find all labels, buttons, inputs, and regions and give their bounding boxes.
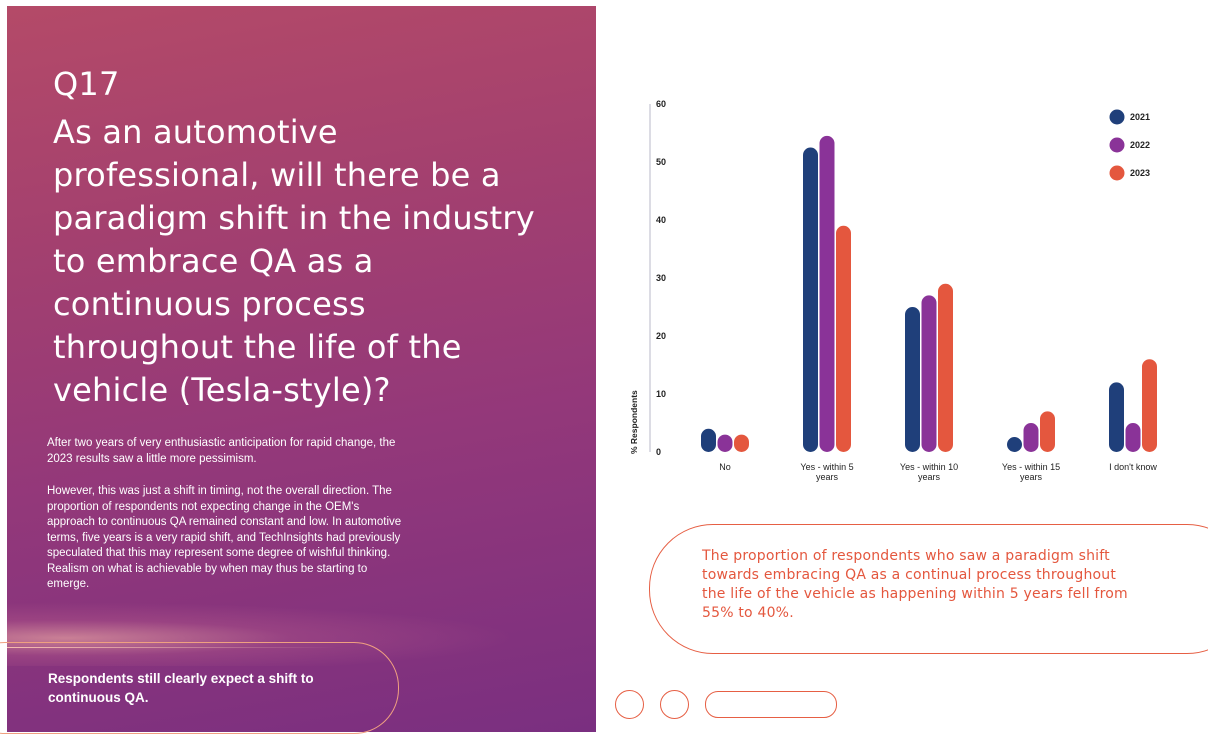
bar-2021-4 <box>1109 382 1124 452</box>
bar-2021-1 <box>803 147 818 452</box>
legend-label-2021: 2021 <box>1130 112 1150 122</box>
bar-chart: 0 10 20 30 40 50 60 % Respondents No Yes - within… <box>629 99 1157 482</box>
x-tick-label: Yes - within 10 <box>900 462 958 472</box>
legend-label-2023: 2023 <box>1130 168 1150 178</box>
light-streak <box>7 647 337 648</box>
callout-text: Respondents still clearly expect a shift… <box>48 671 314 705</box>
bar-2022-1 <box>819 135 835 452</box>
y-tick-label: 20 <box>656 331 666 341</box>
bar-2021-2 <box>905 307 920 452</box>
bar-2023-1 <box>836 225 851 452</box>
bar-2023-2 <box>938 283 953 452</box>
legend-marker-2023 <box>1109 165 1125 181</box>
bar-2021-0 <box>701 428 716 452</box>
y-tick-label: 10 <box>656 389 666 399</box>
bar-2022-3 <box>1023 423 1039 452</box>
x-tick-label: No <box>719 462 731 472</box>
y-tick-label: 60 <box>656 99 666 109</box>
decorative-circle-1 <box>615 690 644 719</box>
x-tick-label: Yes - within 5 <box>800 462 853 472</box>
question-number: Q17 <box>53 65 120 103</box>
note-text: The proportion of respondents who saw a … <box>702 548 1128 621</box>
body-paragraph-2: However, this was just a shift in timing… <box>47 485 402 590</box>
legend-marker-2021 <box>1109 109 1125 125</box>
bar-2023-0 <box>734 434 749 452</box>
x-tick-label: years <box>1020 472 1043 482</box>
bar-2023-4 <box>1142 359 1157 452</box>
bar-2021-3 <box>1007 437 1022 452</box>
bar-2022-0 <box>717 434 733 452</box>
light-flare <box>7 596 596 666</box>
y-axis-label: % Respondents <box>629 390 639 454</box>
left-panel <box>7 6 596 732</box>
bar-2022-4 <box>1125 423 1141 452</box>
x-tick-label: years <box>918 472 941 482</box>
legend-marker-2022 <box>1109 137 1125 153</box>
question-title: As an automotive professional, will ther… <box>53 113 535 409</box>
x-tick-label: I don't know <box>1109 462 1157 472</box>
x-tick-label: Yes - within 15 <box>1002 462 1060 472</box>
x-tick-label: years <box>816 472 839 482</box>
decorative-pill <box>705 691 837 718</box>
bar-2023-3 <box>1040 411 1055 452</box>
y-tick-label: 50 <box>656 157 666 167</box>
legend-label-2022: 2022 <box>1130 140 1150 150</box>
decorative-circle-2 <box>660 690 689 719</box>
body-paragraph-1: After two years of very enthusiastic ant… <box>47 437 396 465</box>
note-frame <box>649 524 1208 654</box>
bar-2022-2 <box>921 295 937 452</box>
y-tick-label: 0 <box>656 447 661 457</box>
y-tick-label: 30 <box>656 273 666 283</box>
y-tick-label: 40 <box>656 215 666 225</box>
